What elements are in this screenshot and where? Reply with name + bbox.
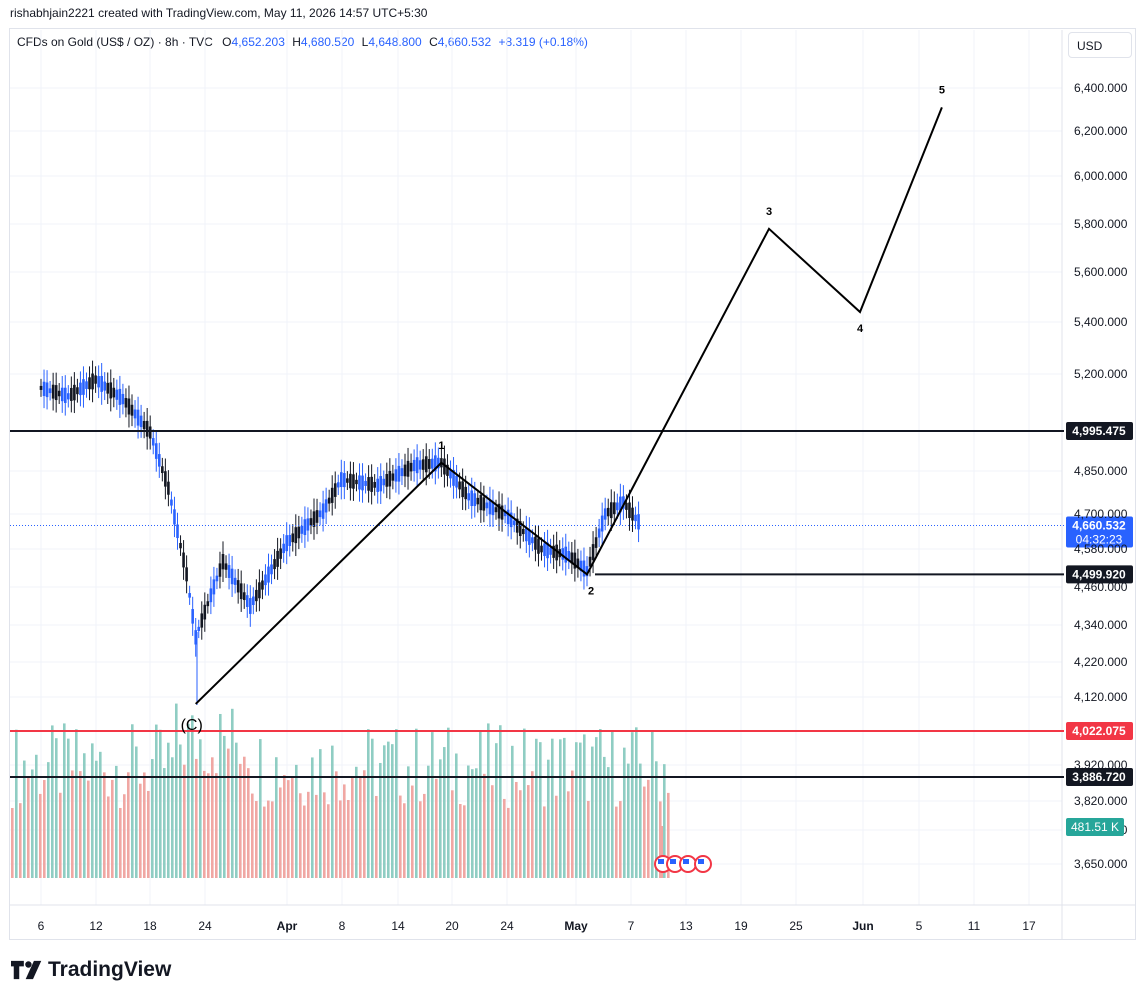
tradingview-logo-icon <box>11 960 42 980</box>
symbol-legend: CFDs on Gold (US$ / OZ) · 8h · TVC O4,65… <box>17 35 588 49</box>
high-label: H <box>292 35 301 49</box>
chart-credit: rishabhjain2221 created with TradingView… <box>10 6 428 20</box>
chart-frame <box>9 28 1136 940</box>
change-value: +8.319 (+0.18%) <box>498 35 588 49</box>
currency-button[interactable]: USD <box>1068 32 1132 58</box>
high-value: 4,680.520 <box>300 35 355 49</box>
low-value: 4,648.800 <box>368 35 422 49</box>
close-value: 4,660.532 <box>437 35 492 49</box>
tradingview-brand[interactable]: TradingView <box>11 958 171 982</box>
open-value: 4,652.203 <box>231 35 285 49</box>
symbol-name[interactable]: CFDs on Gold (US$ / OZ) · 8h · TVC <box>17 35 213 49</box>
low-label: L <box>361 35 369 49</box>
close-label: C <box>429 35 438 49</box>
open-label: O <box>222 35 232 49</box>
brand-name: TradingView <box>48 958 172 981</box>
